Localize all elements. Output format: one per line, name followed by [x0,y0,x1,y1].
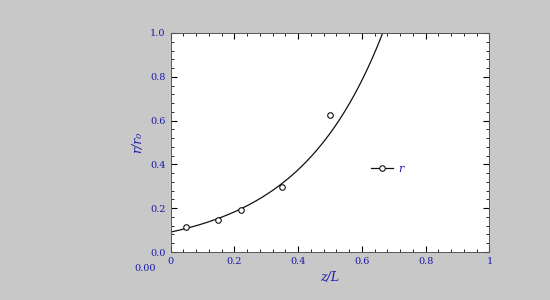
Legend: r: r [366,159,409,178]
X-axis label: z/L: z/L [321,272,339,284]
Y-axis label: r/r₀: r/r₀ [131,132,145,153]
Text: 0.00: 0.00 [135,264,156,273]
